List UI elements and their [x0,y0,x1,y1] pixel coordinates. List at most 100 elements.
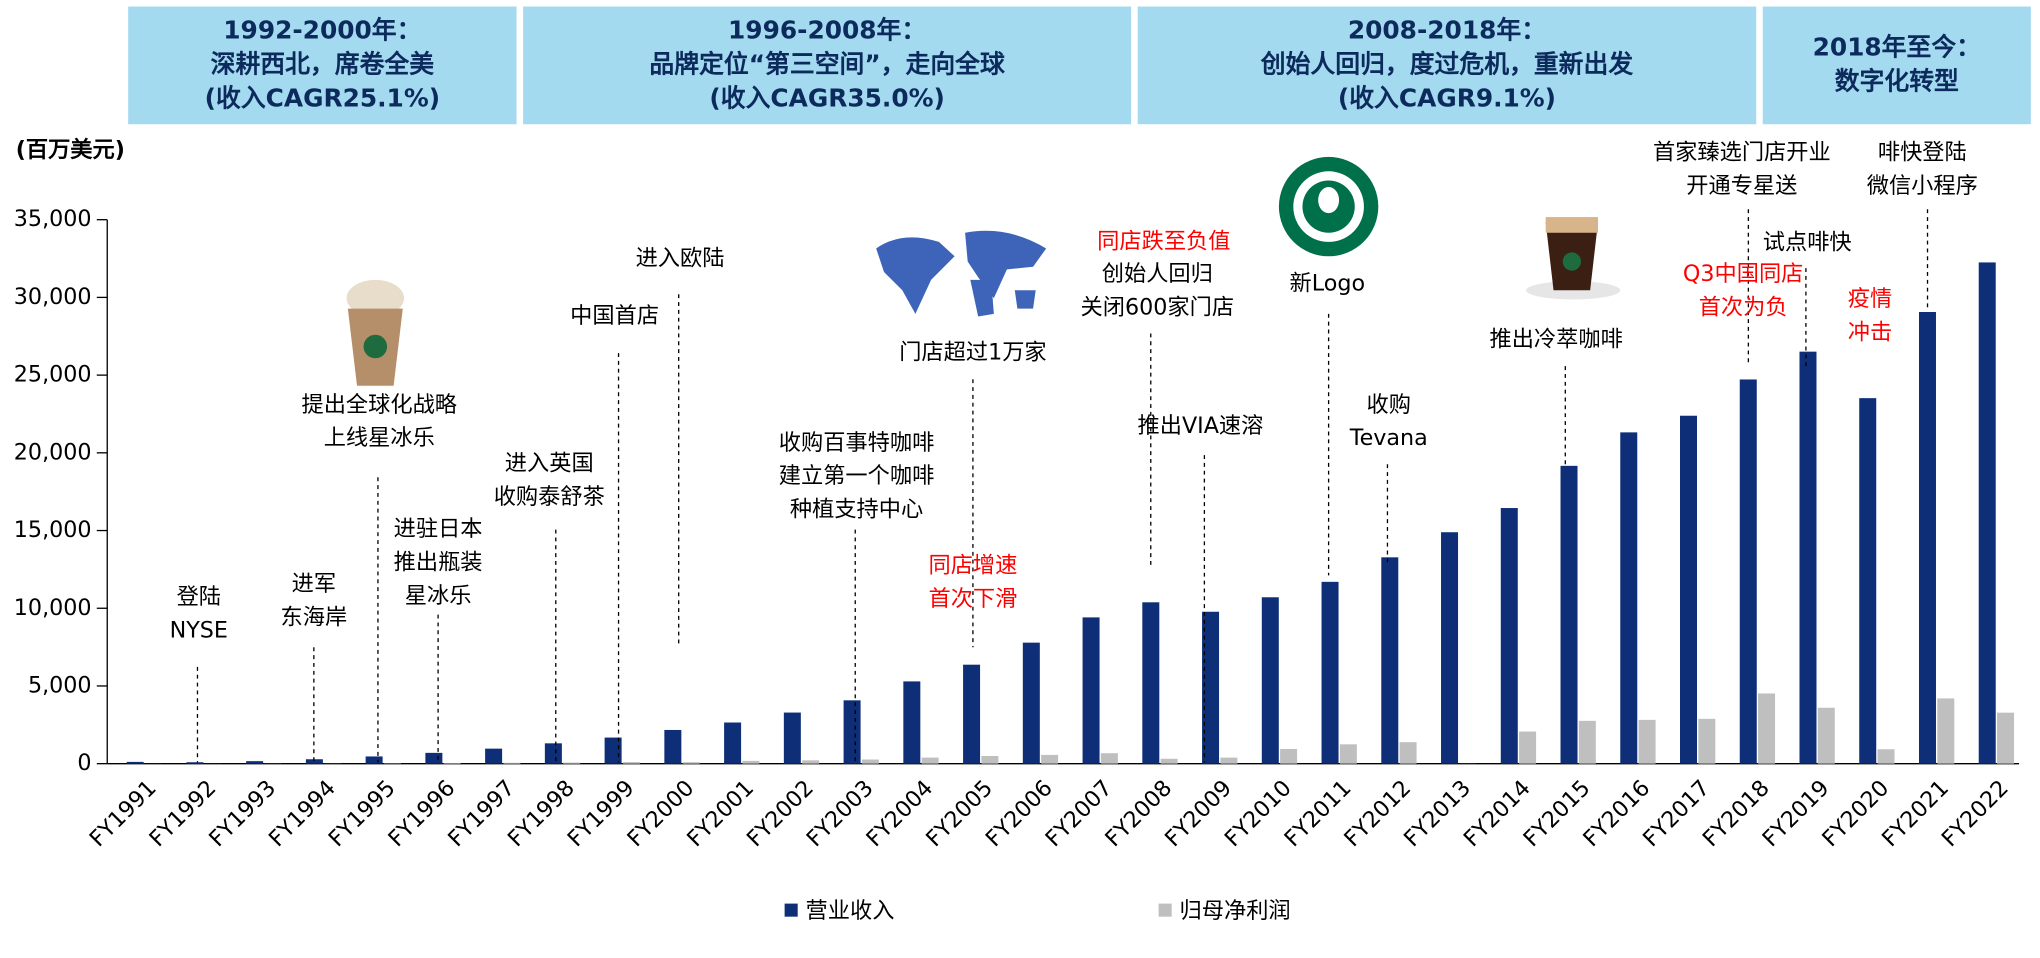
phase-text: 品牌定位“第三空间”，走向全球 [649,49,1005,78]
bar [1321,581,1339,764]
annotation: 提出全球化战略 [301,392,457,418]
bar [503,762,521,764]
bar [1500,508,1518,764]
bar [861,759,879,764]
phase-box [523,6,1132,125]
annotation: 进驻日本 [394,516,483,542]
phase-text: 数字化转型 [1835,66,1959,95]
bar [1160,758,1178,764]
bar [843,700,861,764]
annotation: 首次为负 [1699,294,1788,320]
phase-text: 1992-2000年： [223,15,421,44]
phase-box [128,6,517,125]
annotation: 冲击 [1848,319,1892,345]
bar [1997,712,2015,764]
world-map-icon [876,230,1047,317]
bar [1381,557,1399,764]
bar [1799,351,1817,764]
annotation: 中国首店 [570,303,659,329]
annotation: 同店增速 [928,553,1017,579]
phase-text: 1996-2008年： [728,15,926,44]
bar [365,756,383,764]
y-tick-label: 35,000 [14,206,92,232]
annotation: 门店超过1万家 [899,340,1046,366]
bar [485,748,503,764]
bar [126,761,144,764]
bar [682,762,700,764]
bar [802,760,820,764]
phase-text: 2018年至今： [1813,32,1981,61]
bar [1082,617,1100,764]
annotation: 同店跌至负值 [1097,228,1230,254]
annotation: 开通专星送 [1686,173,1797,199]
bar [742,760,760,764]
annotation: 创始人回归 [1102,261,1213,287]
y-tick-label: 5,000 [28,672,92,698]
annotation: 啡快登陆 [1878,139,1967,165]
bar [1859,398,1877,764]
x-tick-label: FY2022 [1937,775,2014,852]
bar [1220,757,1238,764]
annotation: 收购泰舒茶 [494,484,605,510]
bar [724,722,742,764]
bar [1877,749,1895,764]
phase-text: (收入CAGR35.0%) [709,83,944,112]
annotation: 推出VIA速溶 [1138,413,1264,439]
bar [1261,597,1279,764]
annotation: 登陆 [177,584,221,610]
annotation: 进入欧陆 [636,245,725,271]
annotation: 新Logo [1290,270,1366,296]
bar [544,743,562,764]
annotation: 试点啡快 [1763,230,1852,256]
phase-text: 创始人回归，度过危机，重新出发 [1260,49,1634,78]
annotation: 推出瓶装 [394,549,483,575]
bar [1100,753,1118,764]
bar [563,762,581,764]
bar [1978,262,1996,764]
starbucks-logo [1278,156,1379,257]
bar [443,763,461,764]
bar [1202,611,1220,764]
bar [981,756,999,764]
bar [783,712,801,764]
annotation: 种植支持中心 [790,496,923,522]
annotation: Q3中国同店 [1683,261,1804,287]
annotation: 东海岸 [281,604,348,630]
bar [1680,415,1698,764]
annotation: 疫情 [1848,286,1892,312]
annotation: 首家臻选门店开业 [1653,139,1831,165]
legend-swatch [1158,903,1172,917]
bar [1399,742,1417,764]
legend-swatch [784,903,798,917]
legend: 营业收入 归母净利润 [784,898,1291,924]
bar [1817,707,1835,764]
bar [1739,379,1757,764]
phase-text: 深耕西北，席卷全美 [211,49,435,78]
frappuccino-icon [346,279,405,386]
bar [1339,744,1357,764]
phase-box [1762,6,2031,125]
bar [1142,602,1160,764]
annotation: 关闭600家门店 [1081,294,1235,320]
bar [1041,754,1059,764]
bar [1022,642,1040,764]
cold-brew-icon [1526,217,1621,300]
y-tick-label: 30,000 [14,284,92,310]
legend-label: 归母净利润 [1180,898,1291,924]
bar [425,752,443,764]
annotation: Tevana [1349,425,1428,451]
bar [1519,731,1537,764]
bar [1638,719,1656,764]
bar [1698,718,1716,764]
y-tick-label: 15,000 [14,517,92,543]
bar [664,729,682,764]
bar [305,759,323,764]
bar [186,762,204,764]
bar [246,761,264,764]
bar [1578,720,1596,764]
annotation: 星冰乐 [405,583,472,609]
phase-text: (收入CAGR9.1%) [1338,83,1556,112]
annotation: NYSE [170,617,228,643]
unit-label: (百万美元) [16,136,125,163]
